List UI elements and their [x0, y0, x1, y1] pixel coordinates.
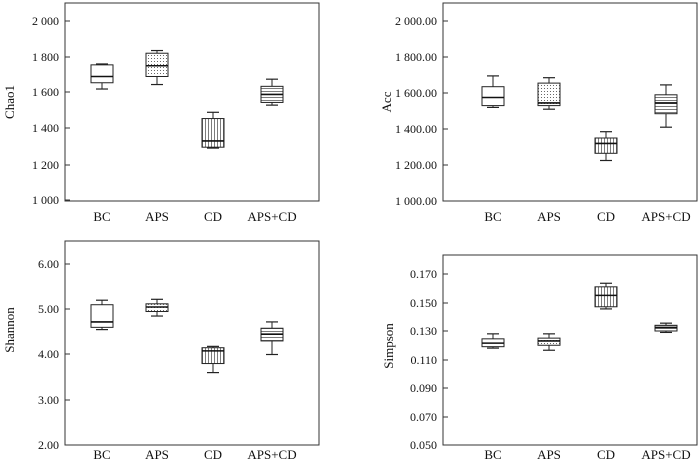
chao1-ytick-label: 2 000 — [32, 14, 59, 28]
simpson-ytick-label: 0.050 — [410, 438, 437, 452]
simpson-ytick-label: 0.130 — [410, 324, 437, 338]
chao1-ytick-label: 1 400 — [32, 121, 59, 135]
acc-category-label: CD — [597, 209, 615, 224]
chao1-category-label: CD — [204, 209, 222, 224]
simpson-box-bc — [481, 333, 505, 349]
simpson-ytick-label: 0.070 — [410, 410, 437, 424]
simpson-ytick-label: 0.150 — [410, 296, 437, 310]
chart-chao1-frame — [64, 2, 320, 202]
simpson-box-cd — [594, 282, 618, 310]
chart-acc-ylabel: Acc — [379, 91, 394, 112]
chart-simpson-ylabel: Simpson — [381, 323, 396, 369]
chao1-ytick-label: 1 800 — [32, 50, 59, 64]
chart-chao1-categories: BC APS CD APS+CD — [93, 209, 296, 224]
chao1-category-label: APS+CD — [247, 209, 296, 224]
acc-ytick-label: 1 600.00 — [395, 86, 437, 100]
shannon-ytick-label: 2.00 — [38, 438, 59, 452]
chart-chao1-ticks: 1 000 1 200 1 400 1 600 1 800 2 000 — [32, 14, 70, 207]
chart-acc-boxes — [481, 75, 678, 162]
simpson-ytick-label: 0.090 — [410, 381, 437, 395]
shannon-ytick-label: 3.00 — [38, 393, 59, 407]
chart-acc: Acc 1 000.00 1 200.00 1 400.00 1 600.00 1 80… — [379, 2, 698, 224]
simpson-ytick-label: 0.110 — [410, 353, 437, 367]
chao1-ytick-label: 1 000 — [32, 193, 59, 207]
chart-chao1-ylabel: Chao1 — [2, 85, 17, 119]
chao1-ytick-label: 1 600 — [32, 85, 59, 99]
chart-simpson-frame — [442, 254, 698, 446]
simpson-category-label: CD — [597, 447, 615, 462]
chao1-category-label: BC — [93, 209, 110, 224]
shannon-category-label: APS — [145, 447, 169, 462]
chart-shannon-frame — [64, 240, 320, 446]
acc-ytick-label: 1 400.00 — [395, 122, 437, 136]
shannon-box-aps-cd — [260, 321, 284, 356]
shannon-category-label: APS+CD — [247, 447, 296, 462]
acc-box-bc — [481, 75, 505, 109]
acc-ytick-label: 2 000.00 — [395, 14, 437, 28]
chart-simpson: Simpson 0.0500.0700.0900.1100.1300.1500.… — [381, 254, 698, 462]
shannon-ytick-label: 4.00 — [38, 347, 59, 361]
box-iqr — [594, 137, 618, 154]
chart-chao1: Chao1 1 000 1 200 1 400 1 600 1 800 2 000 BC A… — [2, 2, 320, 224]
shannon-box-cd — [201, 345, 225, 374]
acc-category-label: APS+CD — [641, 209, 690, 224]
simpson-box-aps-cd — [654, 322, 678, 334]
chart-simpson-boxes — [481, 282, 678, 351]
chart-shannon-categories: BC APS CD APS+CD — [93, 447, 296, 462]
chart-shannon-ylabel: Shannon — [2, 307, 17, 353]
acc-category-label: APS — [537, 209, 561, 224]
shannon-category-label: BC — [93, 447, 110, 462]
acc-ytick-label: 1 800.00 — [395, 50, 437, 64]
acc-box-aps-cd — [654, 84, 678, 128]
simpson-category-label: APS — [537, 447, 561, 462]
acc-category-label: BC — [484, 209, 501, 224]
shannon-box-bc — [90, 299, 114, 331]
chao1-ytick-label: 1 200 — [32, 158, 59, 172]
acc-box-aps — [537, 77, 561, 110]
chart-acc-ticks: 1 000.00 1 200.00 1 400.00 1 600.00 1 800.00… — [395, 14, 448, 208]
chart-shannon: Shannon 2.00 3.00 4.00 5.00 6.00 BC APS CD APS+… — [2, 240, 320, 462]
chart-acc-categories: BC APS CD APS+CD — [484, 209, 690, 224]
shannon-category-label: CD — [204, 447, 222, 462]
acc-box-cd — [594, 131, 618, 162]
chao1-box-aps — [145, 49, 169, 86]
chart-chao1-boxes — [90, 49, 284, 149]
simpson-box-aps — [537, 333, 561, 351]
box-iqr — [537, 82, 561, 107]
simpson-category-label: APS+CD — [641, 447, 690, 462]
acc-ytick-label: 1 000.00 — [395, 194, 437, 208]
simpson-category-label: BC — [484, 447, 501, 462]
shannon-ytick-label: 5.00 — [38, 302, 59, 316]
chart-acc-frame — [442, 2, 698, 202]
chao1-box-bc — [90, 63, 114, 90]
acc-ytick-label: 1 200.00 — [395, 158, 437, 172]
shannon-ytick-label: 6.00 — [38, 257, 59, 271]
simpson-ytick-label: 0.170 — [410, 267, 437, 281]
box-iqr — [145, 52, 169, 77]
chao1-box-aps-cd — [260, 78, 284, 106]
chao1-category-label: APS — [145, 209, 169, 224]
box-iqr — [481, 86, 505, 107]
box-iqr — [90, 304, 114, 328]
chart-simpson-ticks: 0.050 0.070 0.090 0.110 0.130 0.150 0.170 — [410, 267, 448, 452]
chart-shannon-ticks: 2.00 3.00 4.00 5.00 6.00 — [38, 257, 70, 452]
shannon-box-aps — [145, 298, 169, 317]
box-iqr — [654, 94, 678, 115]
box-iqr — [90, 64, 114, 84]
chao1-box-cd — [201, 111, 225, 149]
chart-shannon-boxes — [90, 298, 284, 374]
box-iqr — [594, 286, 618, 308]
chart-simpson-categories: BC APS CD APS+CD — [484, 447, 690, 462]
box-iqr — [201, 118, 225, 148]
